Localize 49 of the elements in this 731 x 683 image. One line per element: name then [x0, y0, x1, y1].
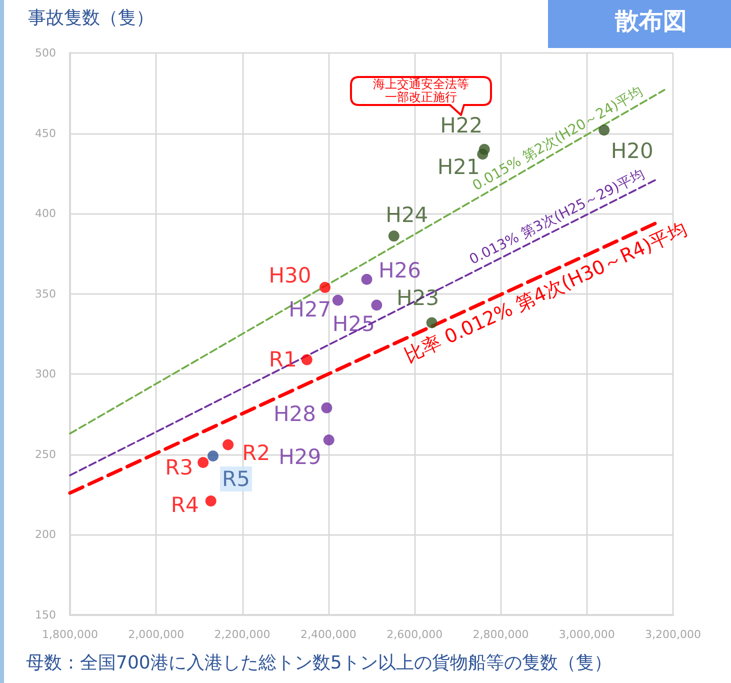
point: [371, 300, 382, 311]
x-axis-title: 母数：全国700港に入港した総トン数5トン以上の貨物船等の隻数（隻）: [26, 652, 612, 674]
x-tick-label: 3,200,000: [645, 628, 701, 641]
series-label: H28: [273, 402, 316, 426]
x-tick-label: 2,000,000: [128, 628, 184, 641]
point: [301, 354, 312, 366]
point: [208, 450, 218, 462]
x-tick-label: 1,800,000: [42, 628, 98, 641]
point: [321, 402, 332, 414]
y-tick-label: 500: [35, 46, 56, 60]
y-tick-label: 250: [35, 448, 56, 461]
point: [222, 439, 234, 450]
y-tick-label: 150: [35, 608, 56, 622]
point: [478, 144, 490, 155]
y-tick-label: 400: [35, 207, 56, 220]
point: [388, 230, 400, 242]
annotation: 海上交通安全法等一部改正施行: [372, 77, 470, 104]
series-label: R2: [242, 440, 270, 465]
y-tick-label: 300: [35, 368, 56, 381]
series-label: H27: [288, 297, 332, 322]
point: [598, 124, 610, 136]
series-label: R4: [170, 492, 199, 517]
chart-title: 散布図: [614, 7, 687, 35]
series-label: H22: [440, 113, 483, 138]
series-label: H25: [332, 312, 375, 336]
y-tick-label: 350: [35, 287, 56, 300]
point: [426, 317, 438, 328]
y-tick-label: 200: [35, 528, 56, 542]
series-label: R1: [268, 348, 297, 372]
x-tick-label: 3,000,000: [558, 628, 615, 641]
point: [332, 294, 344, 306]
series-label: R3: [165, 455, 194, 480]
series-label: R5: [222, 467, 250, 492]
point: [319, 282, 330, 293]
series-label: H26: [378, 258, 422, 282]
point: [205, 495, 216, 506]
x-tick-label: 2,200,000: [214, 628, 270, 641]
point: [361, 274, 372, 285]
series-label: H24: [386, 203, 428, 228]
x-tick-label: 2,600,000: [386, 628, 443, 641]
y-axis-title: 事故隻数（隻）: [28, 8, 154, 28]
x-tick-label: 2,400,000: [300, 628, 356, 641]
point: [198, 456, 209, 468]
y-tick-label: 450: [35, 126, 56, 140]
series-label: H20: [610, 139, 654, 164]
series-label: H29: [278, 444, 322, 469]
point: [323, 434, 334, 446]
series-label: H30: [268, 263, 312, 288]
x-tick-label: 2,800,000: [472, 628, 529, 641]
